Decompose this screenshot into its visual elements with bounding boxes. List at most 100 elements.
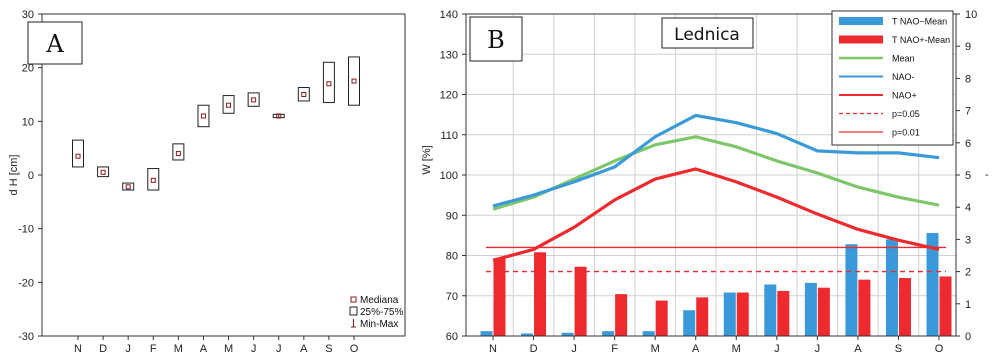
bar-1-1 [534, 252, 547, 336]
y-tick-label-b: 90 [446, 210, 458, 222]
y-tick-label-a: -10 [18, 224, 34, 236]
box-3 [147, 168, 160, 191]
legend-a-range: Min-Max [360, 319, 398, 330]
lines-b [492, 113, 940, 262]
chart-a: -30 -20 -10 0 10 20 30 N D J F M A M J J A S O d H [cm] A… [8, 9, 406, 355]
box-median [200, 113, 206, 119]
box-5 [197, 104, 210, 128]
box-median [75, 153, 81, 159]
y-tick-label-b: 100 [440, 170, 458, 182]
bar-0-1 [521, 333, 534, 336]
box-median [150, 177, 156, 183]
x-tick-label-b: D [530, 343, 538, 355]
thresholds-b [486, 246, 946, 273]
x-tick-label-b: A [692, 343, 700, 355]
y2-tick-label-b: 2 [965, 267, 971, 279]
y-tick-label-b: 130 [440, 49, 458, 61]
y-tick-label-b: 140 [440, 9, 458, 21]
box-11 [348, 56, 360, 106]
bars-b [480, 232, 952, 336]
box-6 [222, 95, 235, 114]
legend-a: Mediana 25%-75% Min-Max [349, 295, 403, 330]
legend-b-item-1: T NAO+-Mean [839, 35, 950, 45]
y-tick-label-b: 120 [440, 90, 458, 102]
bar-0-0 [480, 331, 493, 336]
box-median [276, 113, 282, 119]
bar-1-10 [898, 278, 911, 336]
x-tick-label-a: O [350, 343, 359, 355]
box-8 [272, 113, 285, 119]
y-tick-label-a: 20 [22, 63, 34, 75]
box-iqr [297, 87, 310, 102]
panel-label-box-a [27, 21, 83, 65]
legend-b: T NAO−Mean T NAO+-Mean Mean NAO- NAO+ p=0.05 p… [831, 10, 954, 146]
y2-tick-label-b: 7 [965, 106, 971, 118]
x-tick-label-a: D [99, 343, 107, 355]
y2-tick-label-b: 8 [965, 73, 971, 85]
bar-0-10 [885, 239, 898, 336]
bar-1-9 [858, 279, 871, 336]
box-7 [247, 92, 260, 107]
legend-b-label: NAO- [892, 72, 915, 82]
y-axis-label-a: d H [cm] [8, 155, 20, 196]
box-iqr [222, 95, 235, 114]
x-tick-label-b: N [489, 343, 497, 355]
x-tick-label-b: S [895, 343, 902, 355]
y-tick-label-a: -20 [18, 277, 34, 289]
bar-1-3 [615, 294, 628, 336]
box-1 [97, 166, 110, 178]
bar-0-8 [804, 282, 817, 336]
box-iqr [197, 104, 210, 128]
legend-b-item-4: NAO+ [839, 91, 917, 101]
box-iqr [122, 182, 135, 191]
legend-b-label: T NAO+-Mean [892, 35, 950, 45]
y2-tick-label-b: 6 [965, 138, 971, 150]
box-median [326, 81, 332, 87]
y-tick-label-a: -30 [18, 331, 34, 343]
x-tick-label-a: N [74, 343, 82, 355]
legend-b-label: NAO+ [892, 91, 917, 101]
bar-1-7 [777, 290, 790, 336]
legend-b-swatch [839, 17, 883, 25]
bar-0-6 [723, 292, 736, 336]
bar-0-4 [642, 331, 655, 336]
box-iqr [348, 56, 360, 106]
x-tick-label-a: J [251, 343, 257, 355]
x-tick-label-a: F [150, 343, 157, 355]
x-tick-label-a: J [276, 343, 282, 355]
box-median [351, 78, 357, 84]
y2-tick-label-b: 5 [965, 170, 971, 182]
x-tick-label-b: J [571, 343, 577, 355]
box-10 [322, 61, 335, 104]
box-0 [72, 139, 84, 168]
y2-axis-mark-b: - [985, 169, 989, 181]
bar-1-6 [736, 292, 749, 336]
bar-1-4 [655, 300, 668, 336]
legend-b-swatch [839, 35, 883, 44]
box-iqr [97, 166, 110, 178]
y-tick-label-b: 70 [446, 291, 458, 303]
bar-1-0 [493, 258, 506, 336]
box-median [226, 102, 232, 108]
y2-axis-b: 0 1 2 3 4 5 6 7 8 9 10 [956, 9, 977, 343]
box-median [301, 92, 307, 97]
legend-b-item-3: NAO- [839, 72, 915, 82]
box-2 [122, 182, 135, 191]
y-tick-label-b: 60 [446, 331, 458, 343]
legend-a-median-swatch [350, 296, 357, 303]
box-iqr [247, 92, 260, 107]
legend-b-item-6: p=0.01 [839, 128, 920, 138]
y2-tick-label-b: 0 [965, 331, 971, 343]
y-tick-label-b: 110 [440, 130, 458, 142]
chart-b: 60 70 80 90 100 110 120 130 140 0 1 2 3 4 5 6 7 8 9 10 N D J… [421, 9, 989, 355]
plot-frame-a [41, 13, 406, 337]
legend-a-iqr-swatch [349, 306, 358, 316]
box-4 [172, 143, 185, 161]
bar-1-8 [817, 287, 830, 336]
bar-1-2 [574, 266, 587, 336]
x-tick-label-b: J [815, 343, 821, 355]
x-tick-label-a: A [300, 343, 308, 355]
